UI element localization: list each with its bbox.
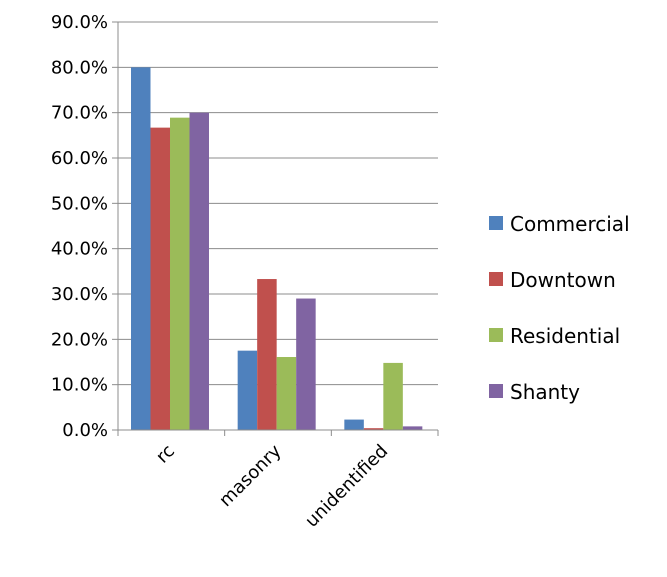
- legend-swatch: [489, 328, 503, 342]
- bar-commercial-masonry: [237, 350, 258, 430]
- bar-shanty-masonry: [296, 298, 316, 430]
- x-category-label: unidentified: [301, 441, 392, 532]
- y-tick-label: 80.0%: [51, 57, 108, 78]
- legend-swatch: [489, 272, 503, 286]
- y-tick-label: 20.0%: [51, 329, 108, 350]
- y-tick-label: 90.0%: [51, 12, 108, 33]
- bar-downtown-masonry: [257, 279, 277, 430]
- y-tick-label: 40.0%: [51, 239, 108, 260]
- axes: [117, 22, 439, 436]
- x-category-label: rc: [152, 441, 179, 468]
- legend-swatch: [489, 384, 503, 398]
- bar-shanty-unidentified: [402, 426, 423, 430]
- bar-residential-rc: [170, 117, 190, 431]
- legend-label: Shanty: [510, 380, 580, 404]
- y-tick-label: 0.0%: [62, 420, 108, 441]
- bar-commercial-rc: [131, 67, 151, 430]
- bar-downtown-rc: [150, 127, 170, 431]
- y-tick-label: 10.0%: [51, 375, 108, 396]
- legend-label: Commercial: [510, 212, 630, 236]
- legend: Commercial Downtown Residential Shanty: [489, 212, 630, 404]
- bar-downtown-unidentified: [363, 428, 384, 430]
- y-tick-label: 30.0%: [51, 284, 108, 305]
- legend-label: Downtown: [510, 268, 616, 292]
- bar-shanty-rc: [189, 112, 209, 431]
- y-tick-label: 60.0%: [51, 148, 108, 169]
- bars: [131, 67, 423, 431]
- bar-commercial-unidentified: [344, 419, 364, 430]
- legend-swatch: [489, 216, 503, 230]
- y-tick-label: 50.0%: [51, 193, 108, 214]
- y-tick-label: 70.0%: [51, 103, 108, 124]
- y-axis-tick-labels: 0.0% 10.0% 20.0% 30.0% 40.0% 50.0% 60.0% 70.0% 8…: [51, 12, 118, 441]
- legend-label: Residential: [510, 324, 620, 348]
- bar-residential-masonry: [276, 357, 297, 430]
- x-category-label: masonry: [215, 440, 286, 511]
- x-axis-category-labels: rc masonry unidentified: [152, 440, 392, 531]
- bar-residential-unidentified: [383, 362, 403, 430]
